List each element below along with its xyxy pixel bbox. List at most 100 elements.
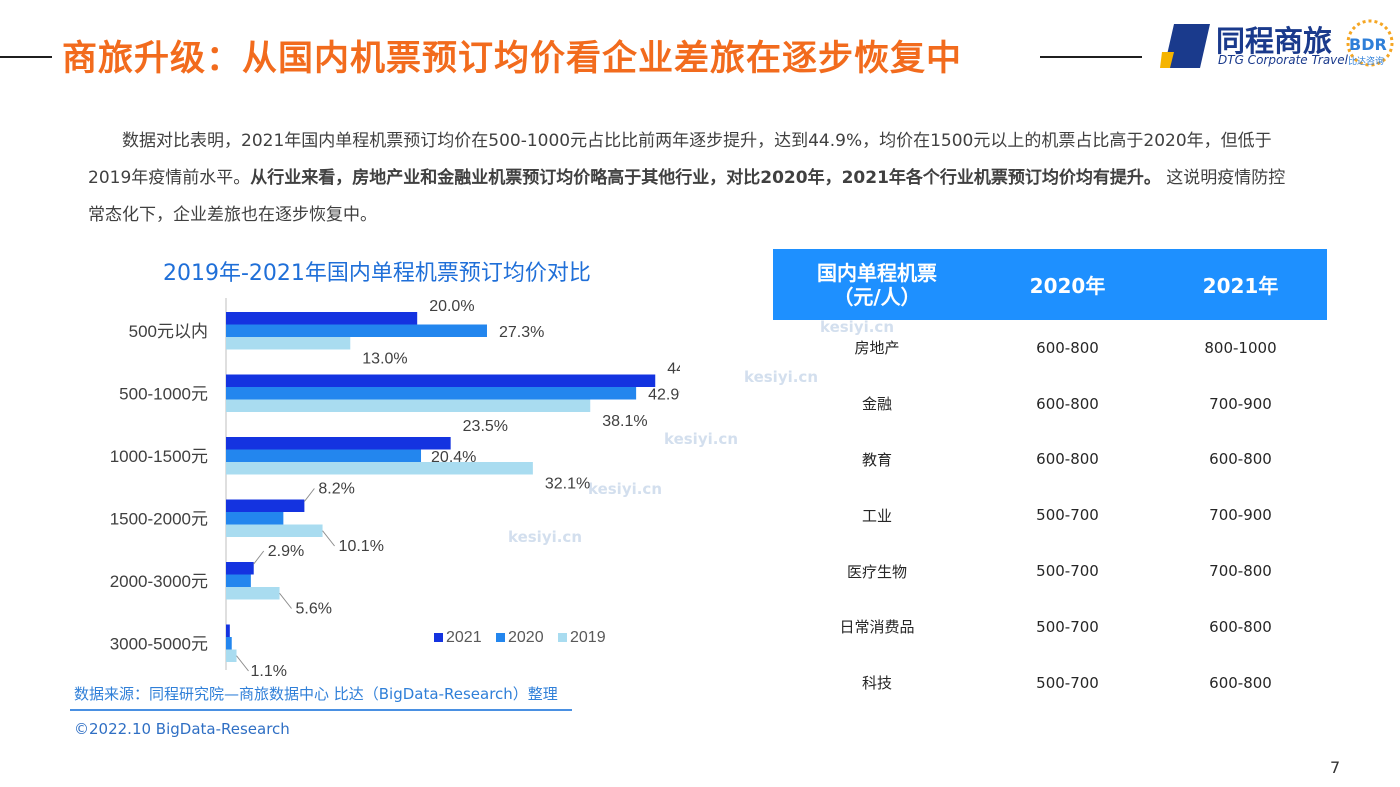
legend-label: 2020 [508, 629, 544, 646]
bar-2019 [226, 337, 351, 350]
data-label: 5.6% [296, 601, 332, 618]
data-label: 2.9% [268, 543, 304, 560]
legend-label: 2019 [570, 629, 606, 646]
bar-2021 [226, 562, 254, 575]
price-cell: 500-700 [1036, 562, 1099, 581]
data-source: 数据来源：同程研究院—商旅数据中心 比达（BigData-Research）整理 [74, 685, 558, 703]
chart-title: 2019年-2021年国内单程机票预订均价对比 [163, 261, 591, 286]
table-row: 工业 500-700 700-900 [773, 487, 1327, 543]
bar-2020 [226, 449, 422, 462]
data-label: 20.0% [429, 298, 474, 315]
table-row: 教育 600-800 600-800 [773, 432, 1327, 488]
bar-2019 [226, 649, 237, 662]
data-label: 44.9% [667, 361, 680, 378]
page-title: 商旅升级：从国内机票预订均价看企业差旅在逐步恢复中 [62, 39, 963, 79]
label-leader-line [253, 550, 265, 565]
data-label: 38.1% [602, 413, 647, 430]
bar-2021 [226, 374, 656, 387]
table-row: 医疗生物 500-700 700-800 [773, 543, 1327, 599]
table-row: 房地产 600-800 800-1000 [773, 320, 1327, 376]
company-logo: 同程商旅 DTG Corporate Travel BDR 比达咨询 [1160, 18, 1395, 72]
industry-cell: 房地产 [854, 339, 900, 358]
data-label: 10.1% [339, 538, 384, 555]
label-leader-line [236, 655, 249, 672]
logo-text-cn: 同程商旅 [1216, 24, 1333, 58]
price-cell: 600-800 [1209, 673, 1272, 692]
price-cell: 700-900 [1209, 394, 1272, 413]
label-leader-line [322, 530, 335, 547]
watermark: kesiyi.cn [744, 368, 819, 386]
data-label: 42.9% [648, 386, 680, 403]
label-leader-line [303, 488, 315, 502]
watermark: kesiyi.cn [820, 318, 895, 336]
category-label: 2000-3000元 [110, 572, 208, 591]
bar-2019 [226, 524, 323, 537]
industry-cell: 金融 [861, 395, 892, 414]
watermark: kesiyi.cn [588, 480, 663, 498]
tongcheng-logo-icon [1160, 24, 1210, 68]
industry-cell: 科技 [861, 674, 892, 693]
industry-cell: 日常消费品 [839, 618, 915, 637]
logo-text-en: DTG Corporate Travel [1218, 53, 1348, 67]
price-cell: 500-700 [1036, 506, 1099, 525]
bdr-logo-icon [1346, 19, 1394, 67]
table-header-cell: 国内单程机票 （元/人） [817, 260, 937, 309]
bar-2021 [226, 499, 305, 512]
title-rule-left [0, 56, 52, 58]
price-cell: 500-700 [1036, 673, 1099, 692]
watermark: kesiyi.cn [508, 528, 583, 546]
price-cell: 500-700 [1036, 617, 1099, 636]
bar-chart: 500元以内 20.0% 27.3% 13.0% 500-1000元 44.9% 42.9%… [110, 298, 680, 680]
intro-text-1: 数据对比表明，2021年国内单程机票预订均价在500-1000元占比比前两年逐步… [88, 131, 1272, 188]
industry-price-table: 国内单程机票 （元/人） 2020年 2021年 房地产 600-800 800-1… [773, 249, 1327, 711]
table-row: 日常消费品 500-700 600-800 [773, 599, 1327, 655]
industry-cell: 医疗生物 [846, 562, 907, 581]
price-cell: 600-800 [1209, 617, 1272, 636]
copyright: ©2022.10 BigData-Research [74, 720, 290, 738]
bar-2019 [226, 399, 591, 412]
category-label: 3000-5000元 [110, 634, 208, 653]
bar-2020 [226, 324, 487, 337]
bar-2021 [226, 624, 230, 637]
data-label: 13.0% [362, 351, 407, 368]
legend-label: 2021 [446, 629, 482, 646]
data-label: 27.3% [499, 324, 544, 341]
data-label: 32.1% [545, 476, 590, 493]
price-cell: 600-800 [1036, 394, 1099, 413]
industry-cell: 工业 [861, 506, 892, 525]
category-label: 1500-2000元 [110, 509, 208, 528]
price-cell: 700-800 [1209, 562, 1272, 581]
bar-2019 [226, 587, 280, 600]
category-label: 1000-1500元 [110, 447, 208, 466]
source-divider [70, 709, 572, 711]
table-header-row: 国内单程机票 （元/人） 2020年 2021年 [773, 249, 1327, 320]
data-label: 8.2% [318, 481, 354, 498]
intro-text-3: 这说明疫情防控常态化下，企业差旅也在逐步恢复中。 [88, 168, 1286, 225]
bar-2021 [226, 312, 418, 325]
legend-swatch [496, 633, 505, 642]
intro-text-bold: 从行业来看，房地产业和金融业机票预订均价略高于其他行业，对比2020年，2021… [250, 168, 1161, 188]
data-label: 20.4% [431, 449, 476, 466]
bar-2019 [226, 462, 533, 475]
price-cell: 600-800 [1036, 338, 1099, 357]
table-row: 金融 600-800 700-900 [773, 376, 1327, 432]
bar-2020 [226, 512, 284, 525]
table-row: 科技 500-700 600-800 [773, 655, 1327, 711]
legend-swatch [558, 633, 567, 642]
label-leader-line [279, 592, 292, 609]
bar-2020 [226, 387, 637, 400]
data-label: 1.1% [251, 663, 287, 680]
table-body: 房地产 600-800 800-1000 金融 600-800 700-900 教育 600-… [773, 320, 1327, 711]
bar-2020 [226, 637, 232, 650]
watermark: kesiyi.cn [664, 430, 739, 448]
bdr-logo-subtext: 比达咨询 [1348, 57, 1385, 67]
price-cell: 700-900 [1209, 506, 1272, 525]
price-cell: 600-800 [1209, 450, 1272, 469]
bdr-logo-text: BDR [1349, 35, 1387, 54]
bar-2021 [226, 437, 451, 450]
page-number: 7 [1330, 758, 1341, 777]
price-cell: 600-800 [1036, 450, 1099, 469]
bar-2020 [226, 574, 251, 587]
price-cell: 800-1000 [1204, 338, 1277, 357]
table-header-cell: 2020年 [1029, 274, 1106, 298]
